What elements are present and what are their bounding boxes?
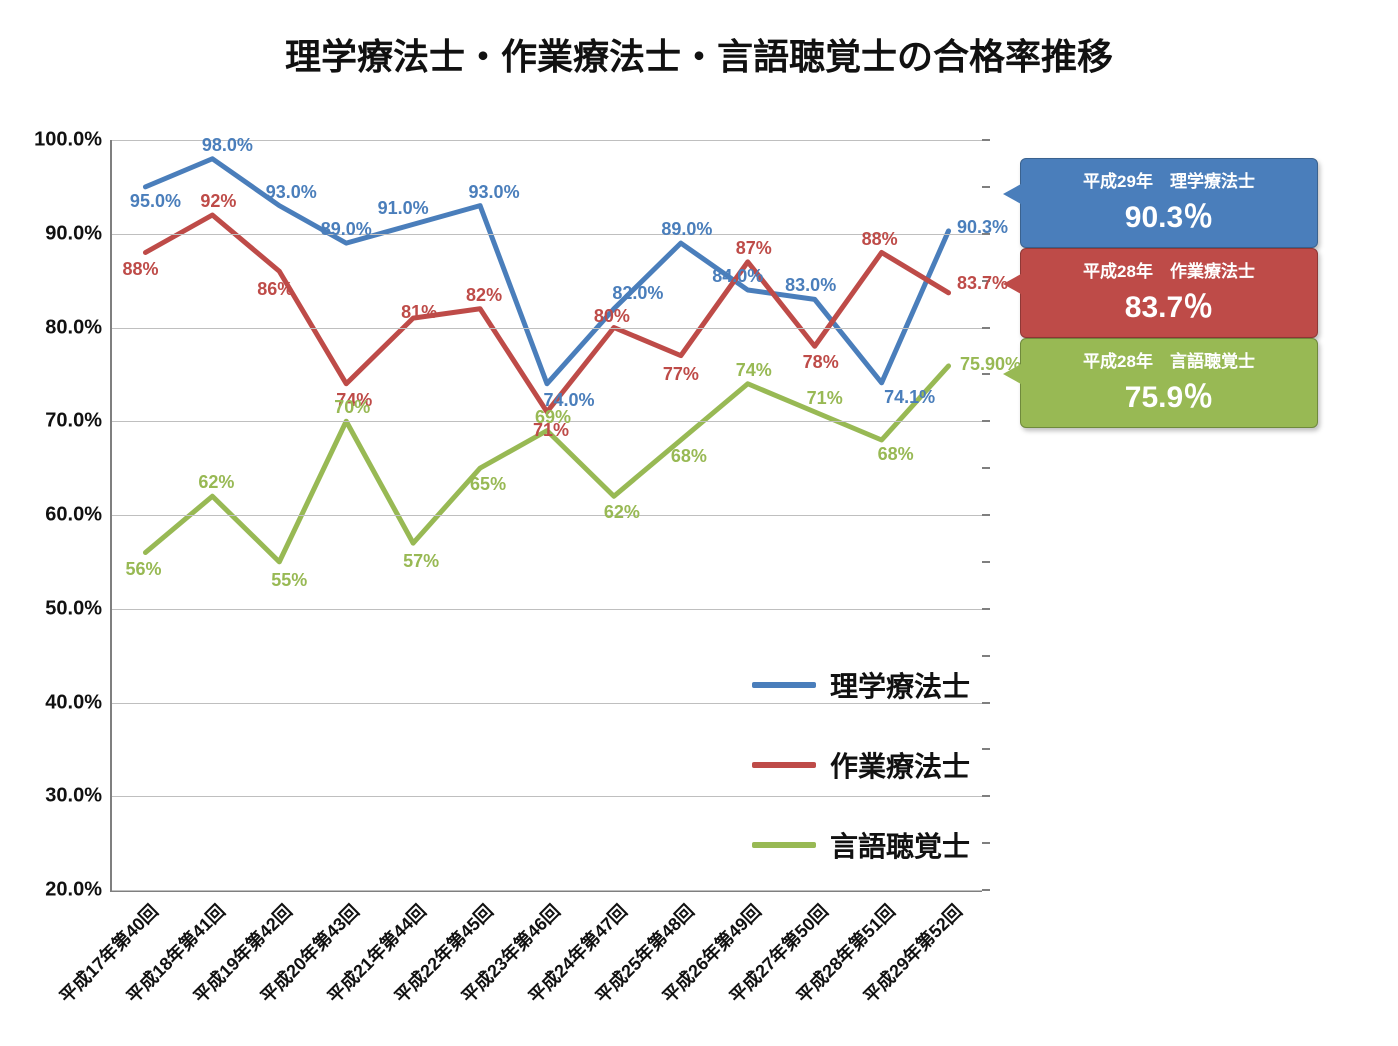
data-label: 89.0% (321, 219, 372, 240)
minor-tick (982, 655, 990, 657)
data-label: 95.0% (130, 191, 181, 212)
callout-value: 83.7％ (1039, 282, 1299, 326)
data-label: 62% (604, 502, 640, 523)
y-tick-label: 50.0% (45, 597, 102, 620)
minor-tick (982, 702, 990, 704)
data-label: 86% (257, 279, 293, 300)
data-label: 82.0% (612, 283, 663, 304)
minor-tick (982, 795, 990, 797)
callout-tail (1003, 274, 1021, 294)
data-label: 56% (125, 559, 161, 580)
y-tick-label: 90.0% (45, 222, 102, 245)
data-label: 68% (878, 444, 914, 465)
data-label: 71% (807, 388, 843, 409)
legend-label: 理学療法士 (830, 665, 970, 705)
y-tick-label: 30.0% (45, 785, 102, 808)
data-label: 83.7% (957, 273, 1008, 294)
minor-tick (982, 748, 990, 750)
data-label: 93.0% (469, 182, 520, 203)
callout-ot: 平成28年 作業療法士83.7％ (1020, 248, 1318, 338)
callout-title: 平成28年 作業療法士 (1039, 257, 1299, 282)
data-label: 77% (663, 364, 699, 385)
data-label: 98.0% (202, 135, 253, 156)
data-label: 70% (334, 397, 370, 418)
data-label: 90.3% (957, 217, 1008, 238)
callout-title: 平成28年 言語聴覚士 (1039, 347, 1299, 372)
data-label: 89.0% (661, 219, 712, 240)
callout-pt: 平成29年 理学療法士90.3％ (1020, 158, 1318, 248)
page: 理学療法士・作業療法士・言語聴覚士の合格率推移 理学療法士作業療法士言語聴覚士 … (0, 0, 1398, 1046)
minor-tick (982, 420, 990, 422)
data-label: 55% (271, 570, 307, 591)
callout-tail (1003, 364, 1021, 384)
minor-tick (982, 889, 990, 891)
callout-value: 90.3％ (1039, 192, 1299, 236)
y-tick-label: 40.0% (45, 691, 102, 714)
legend-label: 言語聴覚士 (830, 825, 970, 865)
minor-tick (982, 561, 990, 563)
data-label: 83.0% (785, 275, 836, 296)
plot-area: 理学療法士作業療法士言語聴覚士 20.0%30.0%40.0%50.0%60.0… (110, 140, 982, 892)
minor-tick (982, 186, 990, 188)
data-label: 62% (198, 472, 234, 493)
minor-tick (982, 514, 990, 516)
y-tick-label: 70.0% (45, 410, 102, 433)
legend-item-ot: 作業療法士 (752, 745, 970, 785)
data-label: 80% (594, 306, 630, 327)
y-tick-label: 100.0% (34, 129, 102, 152)
minor-tick (982, 327, 990, 329)
data-label: 84.0% (712, 266, 763, 287)
chart: 理学療法士作業療法士言語聴覚士 20.0% 30.0% 40.0% 50.0% 60.0… (0, 0, 1398, 1046)
data-label: 88% (122, 259, 158, 280)
callout-st: 平成28年 言語聴覚士75.9％ (1020, 338, 1318, 428)
legend-swatch (752, 682, 816, 688)
data-label: 92% (200, 191, 236, 212)
legend-label: 作業療法士 (830, 745, 970, 785)
data-label: 87% (736, 238, 772, 259)
y-tick-label: 80.0% (45, 316, 102, 339)
data-label: 82% (466, 285, 502, 306)
minor-tick (982, 608, 990, 610)
data-label: 74.1% (884, 387, 935, 408)
data-label: 57% (403, 551, 439, 572)
y-tick-label: 60.0% (45, 504, 102, 527)
legend-swatch (752, 842, 816, 848)
data-label: 65% (470, 474, 506, 495)
minor-tick (982, 139, 990, 141)
legend-swatch (752, 762, 816, 768)
data-label: 81% (401, 302, 437, 323)
callout-tail (1003, 184, 1021, 204)
data-label: 93.0% (266, 182, 317, 203)
data-label: 88% (862, 229, 898, 250)
callout-value: 75.9％ (1039, 372, 1299, 416)
data-label: 91.0% (378, 198, 429, 219)
minor-tick (982, 467, 990, 469)
minor-tick (982, 842, 990, 844)
data-label: 74% (736, 360, 772, 381)
callout-title: 平成29年 理学療法士 (1039, 167, 1299, 192)
y-tick-label: 20.0% (45, 879, 102, 902)
legend-item-pt: 理学療法士 (752, 665, 970, 705)
data-label: 69% (535, 407, 571, 428)
data-label: 78% (803, 352, 839, 373)
data-label: 68% (671, 446, 707, 467)
legend: 理学療法士作業療法士言語聴覚士 (752, 665, 970, 905)
legend-item-st: 言語聴覚士 (752, 825, 970, 865)
